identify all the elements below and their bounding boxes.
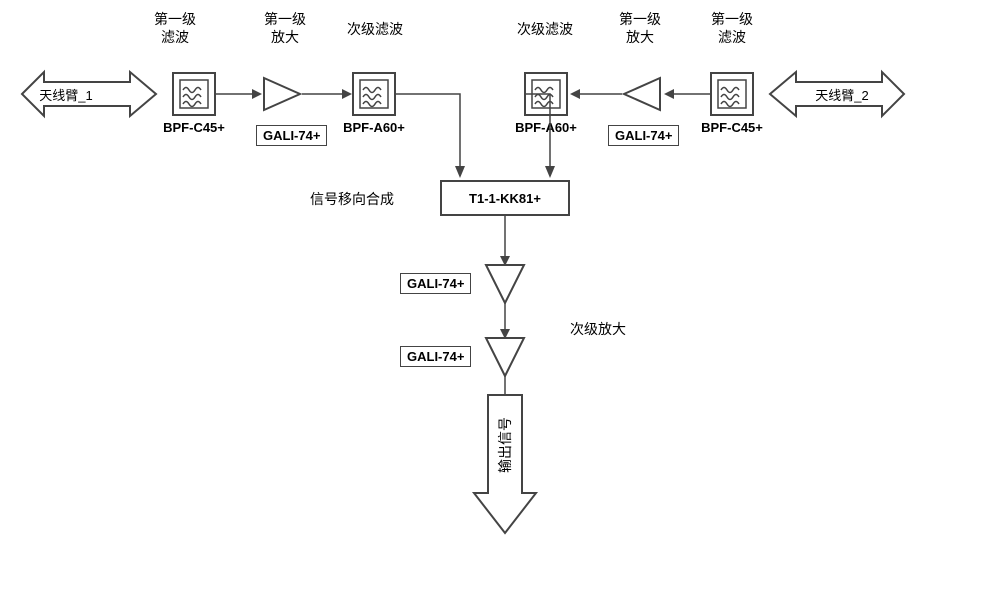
antenna-left-label: 天线臂_1 bbox=[23, 85, 109, 104]
label-combine: 信号移向合成 bbox=[310, 190, 394, 208]
arrow-left-a bbox=[216, 86, 262, 102]
label-filter1-left: 第一级 滤波 bbox=[154, 10, 196, 46]
filter2-left-block bbox=[352, 72, 396, 116]
amp1-left-part: GALI-74+ bbox=[256, 125, 327, 146]
combiner-part: T1-1-KK81+ bbox=[469, 191, 541, 206]
arrow-comb-to-amp1 bbox=[497, 216, 513, 266]
amp1-right-icon bbox=[622, 76, 662, 112]
arrow-right-b bbox=[570, 86, 622, 102]
amp2-b-icon bbox=[486, 338, 524, 378]
output-label: 输出信号 bbox=[495, 417, 515, 473]
label-filter1-right: 第一级 滤波 bbox=[711, 10, 753, 46]
line-to-combiner-right bbox=[488, 86, 558, 186]
line-to-combiner-left bbox=[396, 86, 466, 186]
antenna-right-label: 天线臂_2 bbox=[799, 85, 885, 104]
arrow-left-b bbox=[302, 86, 352, 102]
label-amp1-left: 第一级 放大 bbox=[264, 10, 306, 46]
amp1-right-part: GALI-74+ bbox=[608, 125, 679, 146]
arrow-amp1-to-amp2 bbox=[497, 303, 513, 339]
arrow-right-a bbox=[664, 86, 710, 102]
amp2-a-icon bbox=[486, 265, 524, 305]
label-amp2: 次级放大 bbox=[570, 320, 626, 338]
filter1-left-block bbox=[172, 72, 216, 116]
amp2-a-part: GALI-74+ bbox=[400, 273, 471, 294]
amp1-left-icon bbox=[262, 76, 302, 112]
filter1-right-block bbox=[710, 72, 754, 116]
filter1-right-part: BPF-C45+ bbox=[701, 120, 763, 135]
filter1-left-part: BPF-C45+ bbox=[163, 120, 225, 135]
label-filter2-right: 次级滤波 bbox=[517, 20, 573, 38]
label-filter2-left: 次级滤波 bbox=[347, 20, 403, 38]
amp2-b-part: GALI-74+ bbox=[400, 346, 471, 367]
combiner-block: T1-1-KK81+ bbox=[440, 180, 570, 216]
label-amp1-right: 第一级 放大 bbox=[619, 10, 661, 46]
